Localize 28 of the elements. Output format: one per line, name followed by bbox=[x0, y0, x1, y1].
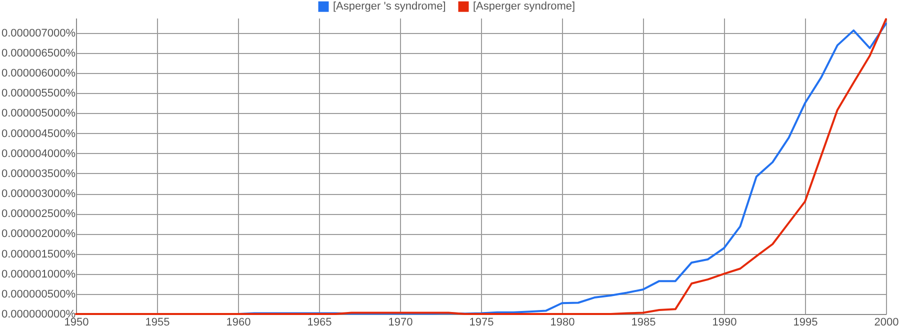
x-tick-label: 1960 bbox=[226, 316, 251, 328]
y-tick-label: 0.000000500% bbox=[1, 288, 76, 300]
y-tick-label: 0.000003500% bbox=[1, 168, 76, 180]
legend-label: [Asperger syndrome] bbox=[473, 0, 576, 13]
x-tick-label: 1980 bbox=[550, 316, 575, 328]
y-tick-label: 0.000005000% bbox=[1, 108, 76, 120]
x-tick-label: 1985 bbox=[631, 316, 656, 328]
y-tick-label: 0.000007000% bbox=[1, 27, 76, 40]
y-tick-label: 0.000005500% bbox=[1, 88, 76, 100]
y-tick-label: 0.000001500% bbox=[1, 248, 76, 260]
y-tick-label: 0.000003000% bbox=[1, 188, 76, 200]
y-tick-label: 0.000006500% bbox=[1, 47, 76, 60]
x-tick-label: 1975 bbox=[469, 316, 494, 328]
y-tick-label: 0.000002500% bbox=[1, 208, 76, 220]
x-tick-label: 1990 bbox=[712, 316, 737, 328]
legend-label: [Asperger 's syndrome] bbox=[333, 0, 446, 13]
x-tick-label: 1965 bbox=[307, 316, 332, 328]
y-tick-label: 0.000001000% bbox=[1, 268, 76, 280]
x-tick-label: 1955 bbox=[145, 316, 170, 328]
x-tick-label: 1970 bbox=[388, 316, 413, 328]
x-tick-label: 1995 bbox=[793, 316, 818, 328]
y-tick-label: 0.000004000% bbox=[1, 148, 76, 160]
y-tick-label: 0.000006000% bbox=[1, 68, 76, 80]
line-series bbox=[75, 18, 887, 315]
y-tick-label: 0.000004500% bbox=[1, 128, 76, 140]
x-tick-label: 2000 bbox=[874, 316, 899, 328]
y-tick-label: 0.000002000% bbox=[1, 228, 76, 240]
x-tick-label: 1950 bbox=[64, 316, 89, 328]
